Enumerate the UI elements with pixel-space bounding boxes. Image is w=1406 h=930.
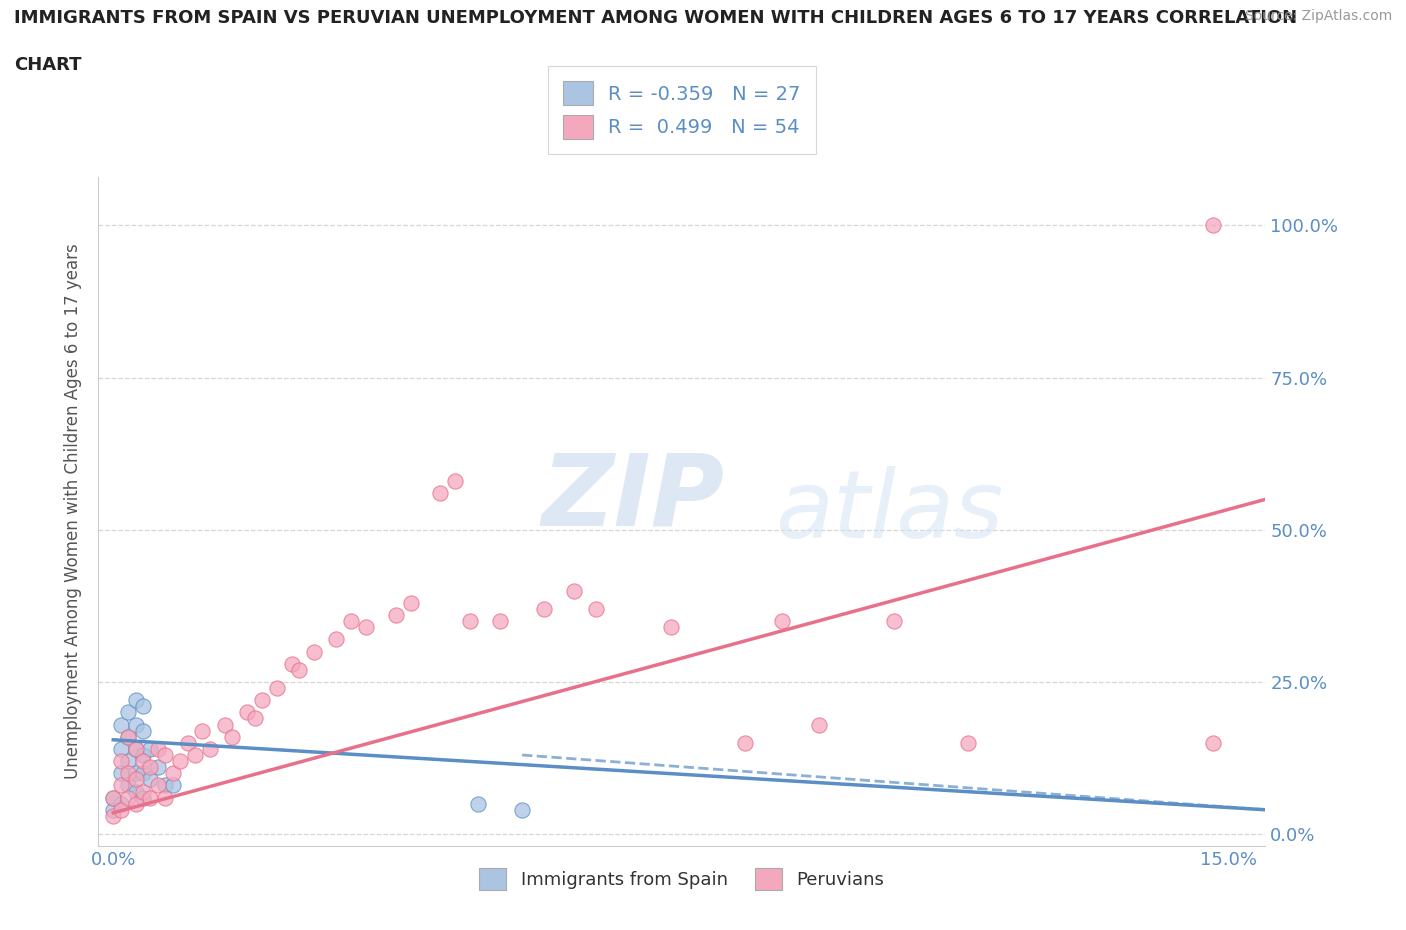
- Point: [110, 741, 132, 756]
- Point: [734, 736, 756, 751]
- Point: [266, 681, 288, 696]
- Point: [155, 778, 177, 793]
- Point: [103, 790, 125, 805]
- Point: [659, 619, 682, 634]
- Point: [155, 790, 177, 805]
- Text: IMMIGRANTS FROM SPAIN VS PERUVIAN UNEMPLOYMENT AMONG WOMEN WITH CHILDREN AGES 6 : IMMIGRANTS FROM SPAIN VS PERUVIAN UNEMPL…: [14, 9, 1298, 27]
- Point: [198, 741, 221, 756]
- Point: [488, 614, 510, 629]
- Point: [103, 808, 125, 823]
- Point: [429, 485, 451, 500]
- Point: [1202, 218, 1225, 232]
- Point: [169, 753, 191, 768]
- Point: [110, 765, 132, 780]
- Point: [444, 473, 467, 488]
- Point: [146, 760, 169, 775]
- Point: [139, 760, 162, 775]
- Point: [117, 753, 139, 768]
- Point: [132, 748, 155, 763]
- Point: [132, 765, 155, 780]
- Point: [184, 748, 207, 763]
- Point: [139, 741, 162, 756]
- Point: [132, 790, 155, 805]
- Point: [132, 753, 155, 768]
- Point: [288, 662, 311, 677]
- Point: [340, 614, 363, 629]
- Point: [191, 724, 214, 738]
- Point: [354, 619, 377, 634]
- Point: [250, 693, 273, 708]
- Point: [162, 765, 184, 780]
- Point: [117, 729, 139, 744]
- Point: [214, 717, 236, 732]
- Point: [146, 778, 169, 793]
- Point: [562, 583, 585, 598]
- Point: [162, 778, 184, 793]
- Point: [957, 736, 980, 751]
- Point: [117, 729, 139, 744]
- Point: [585, 602, 607, 617]
- Point: [325, 631, 347, 646]
- Text: Source: ZipAtlas.com: Source: ZipAtlas.com: [1244, 9, 1392, 23]
- Point: [139, 772, 162, 787]
- Point: [770, 614, 793, 629]
- Text: CHART: CHART: [14, 56, 82, 73]
- Point: [124, 772, 146, 787]
- Point: [110, 796, 132, 811]
- Point: [399, 595, 422, 610]
- Point: [124, 741, 146, 756]
- Point: [132, 724, 155, 738]
- Point: [117, 790, 139, 805]
- Text: ZIP: ZIP: [541, 449, 725, 547]
- Point: [110, 803, 132, 817]
- Point: [458, 614, 481, 629]
- Point: [124, 765, 146, 780]
- Point: [533, 602, 555, 617]
- Point: [103, 790, 125, 805]
- Point: [221, 729, 243, 744]
- Point: [808, 717, 831, 732]
- Y-axis label: Unemployment Among Women with Children Ages 6 to 17 years: Unemployment Among Women with Children A…: [65, 244, 83, 779]
- Point: [117, 765, 139, 780]
- Text: atlas: atlas: [775, 466, 1004, 557]
- Point: [132, 698, 155, 713]
- Point: [176, 736, 198, 751]
- Point: [110, 753, 132, 768]
- Point: [146, 741, 169, 756]
- Point: [302, 644, 325, 659]
- Point: [124, 741, 146, 756]
- Point: [280, 657, 302, 671]
- Point: [124, 796, 146, 811]
- Point: [155, 748, 177, 763]
- Point: [236, 705, 259, 720]
- Point: [110, 778, 132, 793]
- Point: [117, 705, 139, 720]
- Point: [243, 711, 266, 726]
- Point: [117, 778, 139, 793]
- Point: [124, 693, 146, 708]
- Point: [124, 717, 146, 732]
- Point: [132, 784, 155, 799]
- Point: [124, 784, 146, 799]
- Point: [103, 803, 125, 817]
- Legend: Immigrants from Spain, Peruvians: Immigrants from Spain, Peruvians: [472, 861, 891, 897]
- Point: [883, 614, 905, 629]
- Point: [139, 790, 162, 805]
- Point: [384, 607, 406, 622]
- Point: [510, 803, 533, 817]
- Point: [467, 796, 489, 811]
- Point: [1202, 736, 1225, 751]
- Point: [110, 717, 132, 732]
